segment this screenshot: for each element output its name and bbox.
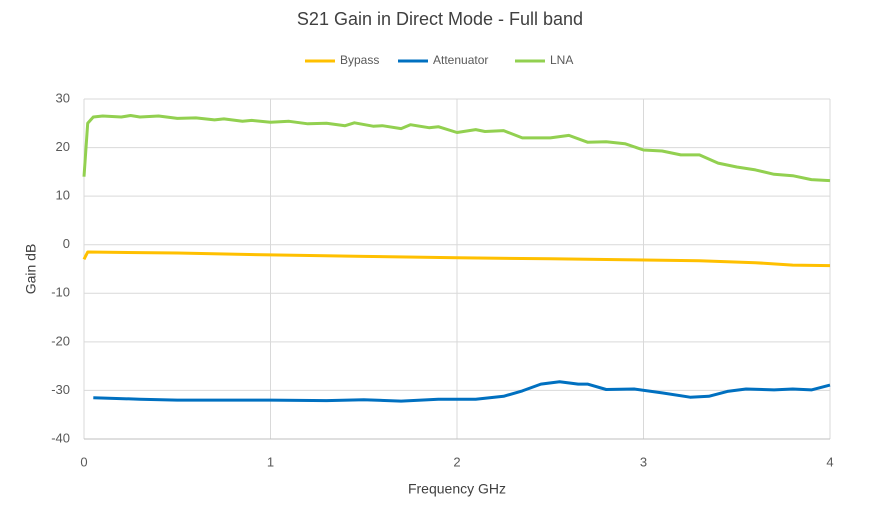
y-tick-label: 0	[63, 236, 70, 251]
y-tick-label: -20	[51, 333, 70, 348]
y-tick-label: 10	[56, 188, 70, 203]
y-tick-label: 20	[56, 139, 70, 154]
x-tick-label: 3	[640, 454, 647, 469]
x-tick-label: 1	[267, 454, 274, 469]
x-tick-label: 4	[826, 454, 833, 469]
y-tick-label: -10	[51, 285, 70, 300]
x-tick-label: 2	[453, 454, 460, 469]
y-tick-label: -40	[51, 430, 70, 445]
legend-label: LNA	[550, 53, 573, 67]
x-axis-title: Frequency GHz	[408, 481, 506, 497]
grid	[83, 98, 831, 440]
series-line	[93, 380, 831, 403]
legend-label: Attenuator	[433, 53, 488, 67]
y-axis-title: Gain dB	[23, 244, 39, 295]
chart-title: S21 Gain in Direct Mode - Full band	[297, 9, 583, 29]
x-tick-label: 0	[80, 454, 87, 469]
legend-label: Bypass	[340, 53, 379, 67]
series-line	[82, 250, 831, 268]
y-tick-label: 30	[56, 90, 70, 105]
series-line	[82, 114, 831, 183]
legend: Bypass Attenuator LNA	[305, 53, 573, 67]
y-tick-label: -30	[51, 382, 70, 397]
